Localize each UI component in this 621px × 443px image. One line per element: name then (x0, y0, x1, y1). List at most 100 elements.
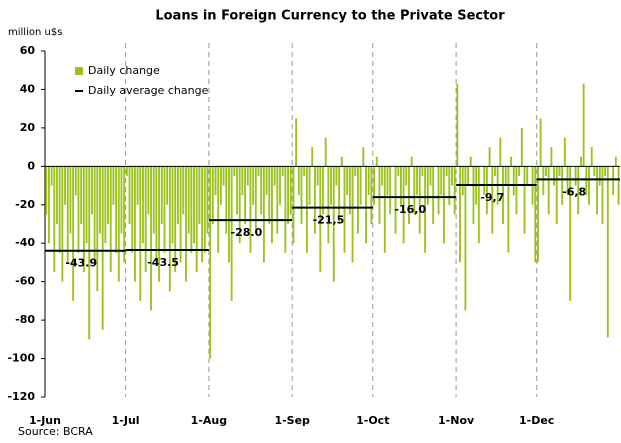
bar (574, 166, 577, 186)
average-label: -28.0 (231, 226, 263, 239)
bar (142, 166, 144, 244)
bar (136, 166, 139, 205)
bar (273, 166, 276, 186)
bar (150, 166, 152, 311)
bar (174, 166, 177, 273)
legend-swatch (75, 67, 83, 75)
y-tick-label: -60 (15, 275, 35, 288)
bar (394, 166, 397, 234)
bar (260, 166, 263, 215)
bar (359, 166, 362, 205)
bar (96, 166, 99, 292)
bar (289, 166, 292, 215)
bar (520, 127, 523, 167)
bar (389, 166, 392, 215)
bar (445, 166, 448, 176)
bar (338, 166, 341, 224)
bar (58, 166, 61, 253)
bar (176, 166, 179, 224)
bar (90, 166, 93, 215)
bar (416, 166, 418, 196)
bar (456, 83, 459, 167)
x-tick-label: 1-Jul (112, 414, 140, 427)
bar (279, 166, 281, 205)
bar (504, 166, 507, 186)
bar (185, 166, 187, 282)
bar (187, 166, 190, 234)
bar (241, 166, 244, 196)
bar (354, 166, 357, 176)
bar (303, 166, 306, 176)
bar (440, 166, 443, 196)
bar (566, 166, 569, 196)
bar (268, 166, 271, 224)
bar (271, 166, 273, 244)
bar (502, 166, 504, 224)
bar (230, 166, 233, 301)
bar (203, 166, 206, 253)
bar (579, 156, 582, 167)
bar (152, 166, 155, 234)
y-tick-label: -20 (15, 198, 35, 211)
bar (561, 166, 564, 205)
bar (308, 166, 311, 205)
bar (488, 147, 491, 167)
bar (72, 166, 75, 301)
bar (166, 166, 169, 205)
bar (614, 156, 617, 167)
y-tick-label: 40 (20, 82, 36, 95)
y-tick-label: -80 (15, 313, 35, 326)
bar (351, 166, 354, 263)
y-tick-label: 20 (20, 121, 36, 134)
bar (335, 166, 338, 186)
bar (601, 166, 604, 224)
bar (617, 166, 620, 205)
bar (160, 166, 163, 224)
bar (281, 166, 284, 176)
bar (469, 156, 472, 167)
bar (461, 166, 464, 196)
bar (477, 166, 480, 244)
bar (61, 166, 64, 282)
bar (518, 166, 521, 176)
bar (424, 166, 427, 253)
legend-label: Daily change (88, 64, 160, 77)
bar (147, 166, 150, 215)
bar (324, 137, 327, 167)
bar (47, 166, 50, 244)
bar (464, 166, 467, 311)
bar (437, 166, 440, 215)
bar (190, 166, 193, 253)
x-tick-label: 1-Oct (356, 414, 389, 427)
bar (418, 166, 421, 234)
chart-title: Loans in Foreign Currency to the Private… (155, 9, 505, 24)
bar (265, 166, 268, 196)
bar (483, 166, 486, 196)
bar (222, 166, 225, 186)
bar (539, 118, 542, 167)
bar (577, 166, 580, 215)
x-tick-label: 1-Dec (519, 414, 554, 427)
bar (510, 156, 513, 167)
y-tick-label: -100 (7, 352, 35, 365)
bar (499, 137, 502, 167)
bar (120, 166, 123, 234)
bar (604, 166, 607, 176)
bar (80, 166, 83, 224)
bar (236, 166, 238, 215)
bar (550, 147, 553, 167)
bar (88, 166, 91, 340)
bar (257, 166, 260, 176)
bar (405, 166, 408, 186)
bar (182, 166, 185, 215)
bar (563, 137, 566, 167)
bar (534, 166, 537, 263)
bar (373, 166, 375, 205)
bar (507, 166, 510, 253)
bar (553, 166, 556, 186)
x-tick-label: 1-Aug (191, 414, 227, 427)
bar (158, 166, 161, 282)
bar (421, 166, 424, 176)
bar (284, 166, 287, 253)
